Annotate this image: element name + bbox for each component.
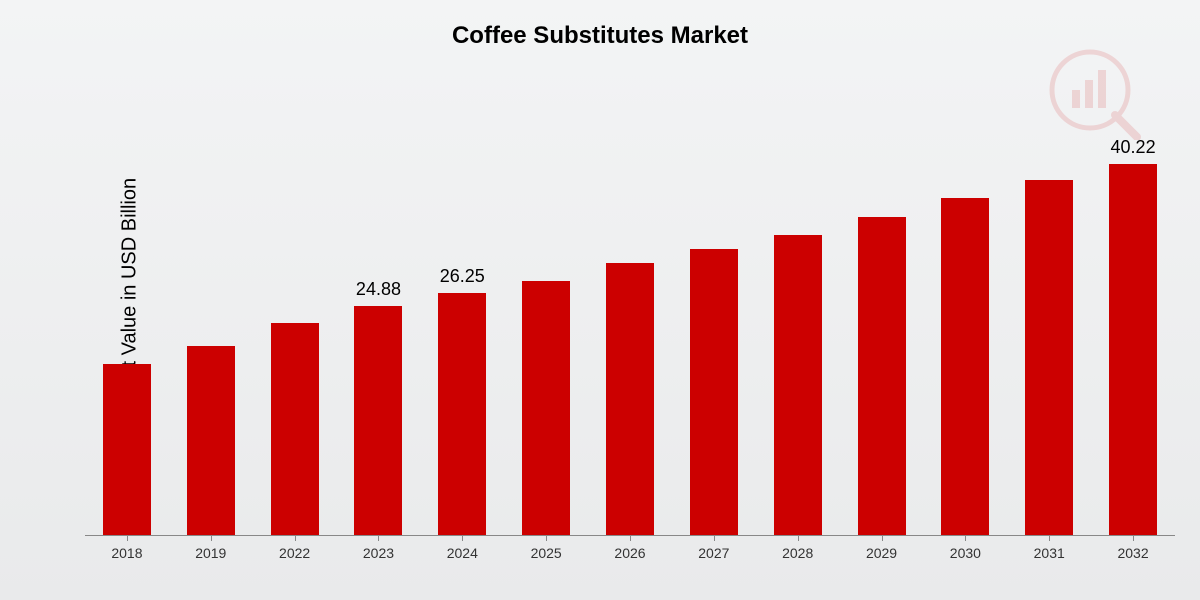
bar [858, 217, 906, 535]
bar [606, 263, 654, 535]
x-axis-tick [882, 535, 883, 541]
x-axis-tick [798, 535, 799, 541]
x-axis-tick [630, 535, 631, 541]
x-axis-tick [211, 535, 212, 541]
bar [690, 249, 738, 535]
x-axis-tick [127, 535, 128, 541]
x-tick-label: 2026 [614, 545, 645, 561]
x-tick-label: 2022 [279, 545, 310, 561]
x-tick-label: 2019 [195, 545, 226, 561]
x-axis-tick [714, 535, 715, 541]
x-tick-label: 2024 [447, 545, 478, 561]
x-tick-label: 2018 [111, 545, 142, 561]
bar [103, 364, 151, 535]
bar [438, 293, 486, 535]
chart-title: Coffee Substitutes Market [0, 22, 1200, 50]
bar [522, 281, 570, 535]
x-tick-label: 2028 [782, 545, 813, 561]
x-axis-tick [965, 535, 966, 541]
chart-container: Coffee Substitutes Market Market Value i… [0, 0, 1200, 600]
plot-area: 201820192022202324.88202426.252025202620… [85, 120, 1175, 535]
x-axis-tick [546, 535, 547, 541]
bar-value-label: 40.22 [1111, 137, 1156, 158]
x-axis-tick [1133, 535, 1134, 541]
x-axis-tick [295, 535, 296, 541]
x-tick-label: 2030 [950, 545, 981, 561]
x-tick-label: 2029 [866, 545, 897, 561]
x-tick-label: 2027 [698, 545, 729, 561]
bar [1025, 180, 1073, 535]
x-axis-tick [378, 535, 379, 541]
x-axis-tick [1049, 535, 1050, 541]
bar-value-label: 26.25 [440, 266, 485, 287]
bar [354, 306, 402, 535]
x-tick-label: 2032 [1117, 545, 1148, 561]
bar-value-label: 24.88 [356, 279, 401, 300]
bar [1109, 164, 1157, 535]
bar [774, 235, 822, 535]
bar [271, 323, 319, 535]
bar [941, 198, 989, 535]
x-tick-label: 2025 [531, 545, 562, 561]
x-axis-tick [462, 535, 463, 541]
bar [187, 346, 235, 535]
x-tick-label: 2023 [363, 545, 394, 561]
x-tick-label: 2031 [1034, 545, 1065, 561]
